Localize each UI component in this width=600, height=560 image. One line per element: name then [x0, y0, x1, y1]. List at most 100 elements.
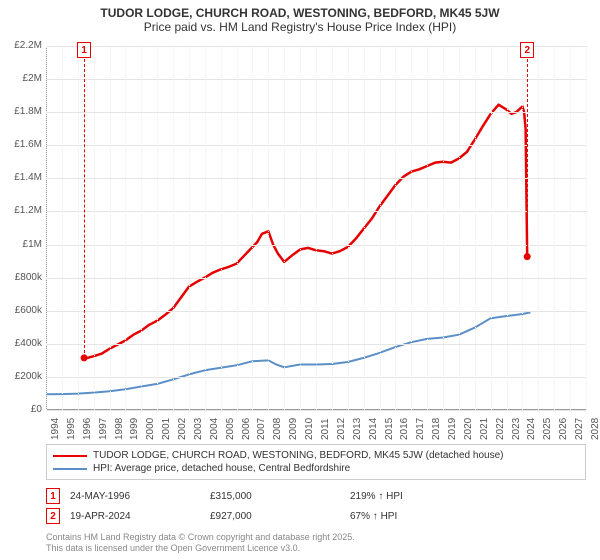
x-axis-tick-label: 2027 — [574, 418, 585, 440]
x-axis-tick-label: 2019 — [447, 418, 458, 440]
x-axis-tick-label: 2018 — [431, 418, 442, 440]
gridline-vertical — [189, 46, 190, 410]
gridline-vertical — [538, 46, 539, 410]
x-axis-tick-label: 2011 — [320, 418, 331, 440]
gridline-horizontal — [46, 410, 586, 411]
x-axis-tick-label: 1996 — [82, 418, 93, 440]
x-axis-tick-label: 1994 — [50, 418, 61, 440]
x-axis-tick-label: 2010 — [304, 418, 315, 440]
legend-label: TUDOR LODGE, CHURCH ROAD, WESTONING, BED… — [93, 450, 503, 461]
series-line-price_paid — [84, 105, 527, 358]
gridline-vertical — [332, 46, 333, 410]
chart-title-block: TUDOR LODGE, CHURCH ROAD, WESTONING, BED… — [0, 0, 600, 36]
x-axis-tick-label: 1995 — [66, 418, 77, 440]
gridline-vertical — [475, 46, 476, 410]
x-axis-tick-label: 2008 — [272, 418, 283, 440]
gridline-vertical — [268, 46, 269, 410]
x-axis-tick-label: 2026 — [558, 418, 569, 440]
series-line-hpi — [46, 312, 530, 394]
gridline-vertical — [522, 46, 523, 410]
x-axis-tick-label: 2017 — [415, 418, 426, 440]
y-axis-tick-label: £400k — [0, 338, 42, 349]
x-axis-tick-label: 2007 — [256, 418, 267, 440]
annotation-delta: 219% ↑ HPI — [350, 491, 490, 502]
gridline-vertical — [443, 46, 444, 410]
chart-plot-area: £0£200k£400k£600k£800k£1M£1.2M£1.4M£1.6M… — [46, 46, 586, 410]
annotation-date: 24-MAY-1996 — [70, 491, 200, 502]
x-axis-tick-label: 2020 — [463, 418, 474, 440]
copyright-block: Contains HM Land Registry data © Crown c… — [46, 532, 355, 555]
x-axis-tick-label: 2013 — [352, 418, 363, 440]
x-axis-tick-label: 1999 — [129, 418, 140, 440]
gridline-vertical — [411, 46, 412, 410]
gridline-vertical — [459, 46, 460, 410]
x-axis-tick-label: 2024 — [526, 418, 537, 440]
x-axis-tick-label: 2009 — [288, 418, 299, 440]
y-axis-tick-label: £200k — [0, 371, 42, 382]
y-axis-tick-label: £1M — [0, 239, 42, 250]
gridline-vertical — [78, 46, 79, 410]
gridline-vertical — [221, 46, 222, 410]
chart-legend: TUDOR LODGE, CHURCH ROAD, WESTONING, BED… — [46, 444, 586, 480]
y-axis-tick-label: £1.8M — [0, 106, 42, 117]
x-axis-tick-label: 2016 — [399, 418, 410, 440]
annotation-marker: 2 — [46, 508, 60, 524]
gridline-vertical — [141, 46, 142, 410]
gridline-vertical — [46, 46, 47, 410]
x-axis-tick-label: 2025 — [542, 418, 553, 440]
gridline-vertical — [94, 46, 95, 410]
annotation-price: £315,000 — [210, 491, 340, 502]
gridline-vertical — [110, 46, 111, 410]
chart-title-1: TUDOR LODGE, CHURCH ROAD, WESTONING, BED… — [10, 6, 590, 20]
gridline-vertical — [586, 46, 587, 410]
x-axis-tick-label: 2014 — [368, 418, 379, 440]
x-axis-tick-label: 2023 — [511, 418, 522, 440]
gridline-vertical — [157, 46, 158, 410]
annotation-delta: 67% ↑ HPI — [350, 511, 490, 522]
copyright-line: Contains HM Land Registry data © Crown c… — [46, 532, 355, 543]
gridline-vertical — [395, 46, 396, 410]
gridline-vertical — [554, 46, 555, 410]
gridline-vertical — [380, 46, 381, 410]
legend-row: TUDOR LODGE, CHURCH ROAD, WESTONING, BED… — [53, 449, 579, 462]
marker-dashed-line — [527, 54, 528, 257]
gridline-vertical — [427, 46, 428, 410]
y-axis-tick-label: £2.2M — [0, 40, 42, 51]
x-axis-tick-label: 2002 — [177, 418, 188, 440]
gridline-vertical — [316, 46, 317, 410]
legend-swatch — [53, 455, 87, 457]
gridline-vertical — [300, 46, 301, 410]
legend-row: HPI: Average price, detached house, Cent… — [53, 462, 579, 475]
marker-label-box: 1 — [77, 42, 91, 58]
gridline-vertical — [364, 46, 365, 410]
gridline-vertical — [125, 46, 126, 410]
x-axis-tick-label: 2022 — [495, 418, 506, 440]
y-axis-tick-label: £800k — [0, 272, 42, 283]
annotation-date: 19-APR-2024 — [70, 511, 200, 522]
gridline-vertical — [173, 46, 174, 410]
gridline-vertical — [252, 46, 253, 410]
x-axis-tick-label: 2006 — [241, 418, 252, 440]
x-axis-tick-label: 2005 — [225, 418, 236, 440]
gridline-vertical — [62, 46, 63, 410]
copyright-line: This data is licensed under the Open Gov… — [46, 543, 355, 554]
annotation-row: 2 19-APR-2024 £927,000 67% ↑ HPI — [46, 506, 586, 526]
gridline-vertical — [491, 46, 492, 410]
y-axis-tick-label: £0 — [0, 404, 42, 415]
x-axis-tick-label: 2001 — [161, 418, 172, 440]
annotation-table: 1 24-MAY-1996 £315,000 219% ↑ HPI 2 19-A… — [46, 486, 586, 526]
gridline-vertical — [570, 46, 571, 410]
x-axis-tick-label: 1997 — [98, 418, 109, 440]
gridline-vertical — [507, 46, 508, 410]
gridline-vertical — [284, 46, 285, 410]
annotation-marker: 1 — [46, 488, 60, 504]
gridline-vertical — [205, 46, 206, 410]
y-axis-tick-label: £600k — [0, 305, 42, 316]
chart-title-2: Price paid vs. HM Land Registry's House … — [10, 20, 590, 34]
marker-dashed-line — [84, 54, 85, 358]
annotation-row: 1 24-MAY-1996 £315,000 219% ↑ HPI — [46, 486, 586, 506]
x-axis-tick-label: 2012 — [336, 418, 347, 440]
gridline-vertical — [237, 46, 238, 410]
x-axis-tick-label: 2015 — [384, 418, 395, 440]
y-axis-tick-label: £1.6M — [0, 139, 42, 150]
